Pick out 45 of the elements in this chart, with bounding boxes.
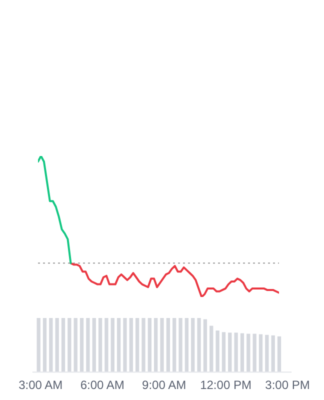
bar <box>160 318 164 372</box>
bar <box>240 333 244 372</box>
bar <box>55 318 59 372</box>
bar <box>277 336 282 372</box>
bar <box>191 318 195 372</box>
bar <box>116 318 121 372</box>
bar <box>197 318 201 372</box>
bar <box>148 318 152 372</box>
bar <box>142 318 146 372</box>
x-tick-label: 9:00 AM <box>142 378 186 392</box>
bar <box>80 318 84 372</box>
x-tick-label: 3:00 PM <box>265 378 310 392</box>
bar <box>203 319 208 372</box>
bar <box>49 318 53 372</box>
bar <box>74 318 78 372</box>
bar <box>135 318 140 372</box>
bar <box>42 318 47 372</box>
bar <box>246 334 250 372</box>
bar <box>86 318 90 372</box>
bar <box>154 318 158 372</box>
x-tick-label: 12:00 PM <box>200 378 252 392</box>
bar <box>123 318 127 372</box>
bar <box>61 318 66 372</box>
bar <box>228 332 232 372</box>
bar <box>104 318 108 372</box>
bar <box>271 335 275 372</box>
bar <box>222 332 226 372</box>
bar <box>184 318 189 372</box>
bar <box>172 318 176 372</box>
bar <box>110 318 114 372</box>
bar <box>216 330 220 372</box>
bar <box>210 326 214 372</box>
bar <box>36 318 40 372</box>
bar <box>258 334 263 372</box>
bar <box>68 318 72 372</box>
bar <box>234 332 238 372</box>
bar <box>98 318 102 372</box>
bar <box>92 318 96 372</box>
x-tick-label: 3:00 AM <box>18 378 63 392</box>
bar <box>166 318 170 372</box>
bar <box>265 334 269 372</box>
x-tick-label: 6:00 AM <box>80 378 124 392</box>
bar <box>178 318 182 372</box>
bar <box>129 318 133 372</box>
bar <box>252 334 256 372</box>
